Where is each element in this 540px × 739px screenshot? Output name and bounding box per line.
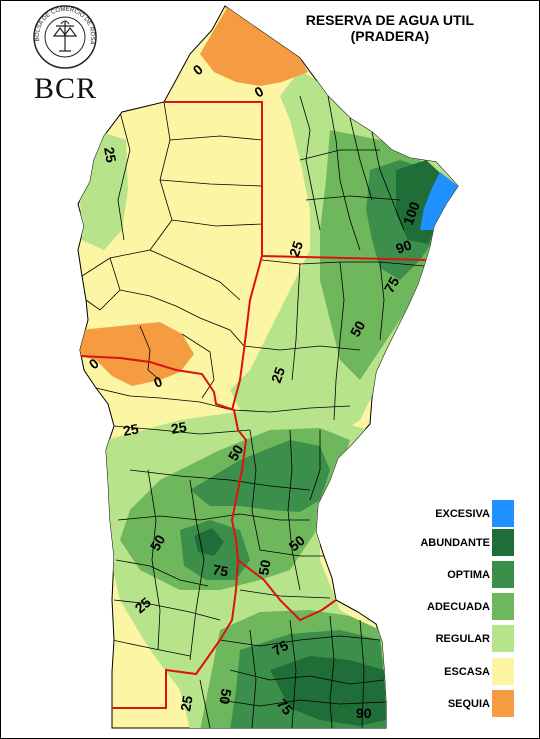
contour-label: 25 [170,418,188,436]
contour-label: 25 [177,694,195,712]
legend-item-excesiva: EXCESIVA [404,498,524,527]
legend-item-abundante: ABUNDANTE [404,527,524,556]
contour-label: 50 [225,442,247,464]
contour-label: 50 [147,532,169,554]
legend-item-regular: REGULAR [404,623,524,652]
contour-label: 25 [122,420,140,438]
contour-label: 90 [356,705,372,721]
legend-swatch [492,529,514,556]
map-title-line2: (PRADERA) [350,28,430,44]
legend-swatch [492,690,514,717]
contour-label: 75 [381,274,403,296]
province-borders [79,101,427,709]
legend-swatch [492,593,514,620]
contour-label: 50 [255,558,273,576]
zone-optima-center [190,440,330,512]
logo-acronym: BCR [34,72,98,105]
legend-item-optima: OPTIMA [404,559,524,588]
district-boundaries [81,95,425,728]
contour-label: 25 [268,365,288,385]
contour-label: 25 [101,146,119,164]
legend-swatch [492,500,514,527]
zone-excesiva-northeast [420,172,458,230]
contour-label: 50 [216,687,234,705]
map-title: RESERVA DE AGUA UTIL (PRADERA) [306,12,474,44]
contour-label: 100 [400,199,423,227]
legend-label: EXCESIVA [435,508,490,520]
legend-label: OPTIMA [447,569,490,581]
legend-item-sequia: SEQUIA [404,688,524,717]
zone-sequia-north [200,6,308,86]
legend-label: REGULAR [435,633,490,645]
legend-swatch [492,625,514,652]
contour-label: 75 [211,561,229,579]
contour-label: 90 [394,236,414,256]
legend-swatch [492,561,514,588]
bcr-seal-icon: BOLSA DE COMERCIO DE ROSARIO [32,4,97,69]
contour-label: 25 [286,239,306,259]
legend-swatch [492,658,514,685]
legend-label: ABUNDANTE [420,537,490,549]
zone-abundante-south [270,656,386,726]
legend-label: SEQUIA [447,698,490,710]
map-title-line1: RESERVA DE AGUA UTIL [305,12,474,28]
contour-label: 50 [347,318,369,340]
legend-item-escasa: ESCASA [404,656,524,685]
legend-label: ESCASA [444,666,490,678]
legend-item-adecuada: ADECUADA [404,591,524,620]
legend-label: ADECUADA [427,601,490,613]
zone-sequia-west [80,322,194,386]
contour-label: 75 [270,637,292,659]
